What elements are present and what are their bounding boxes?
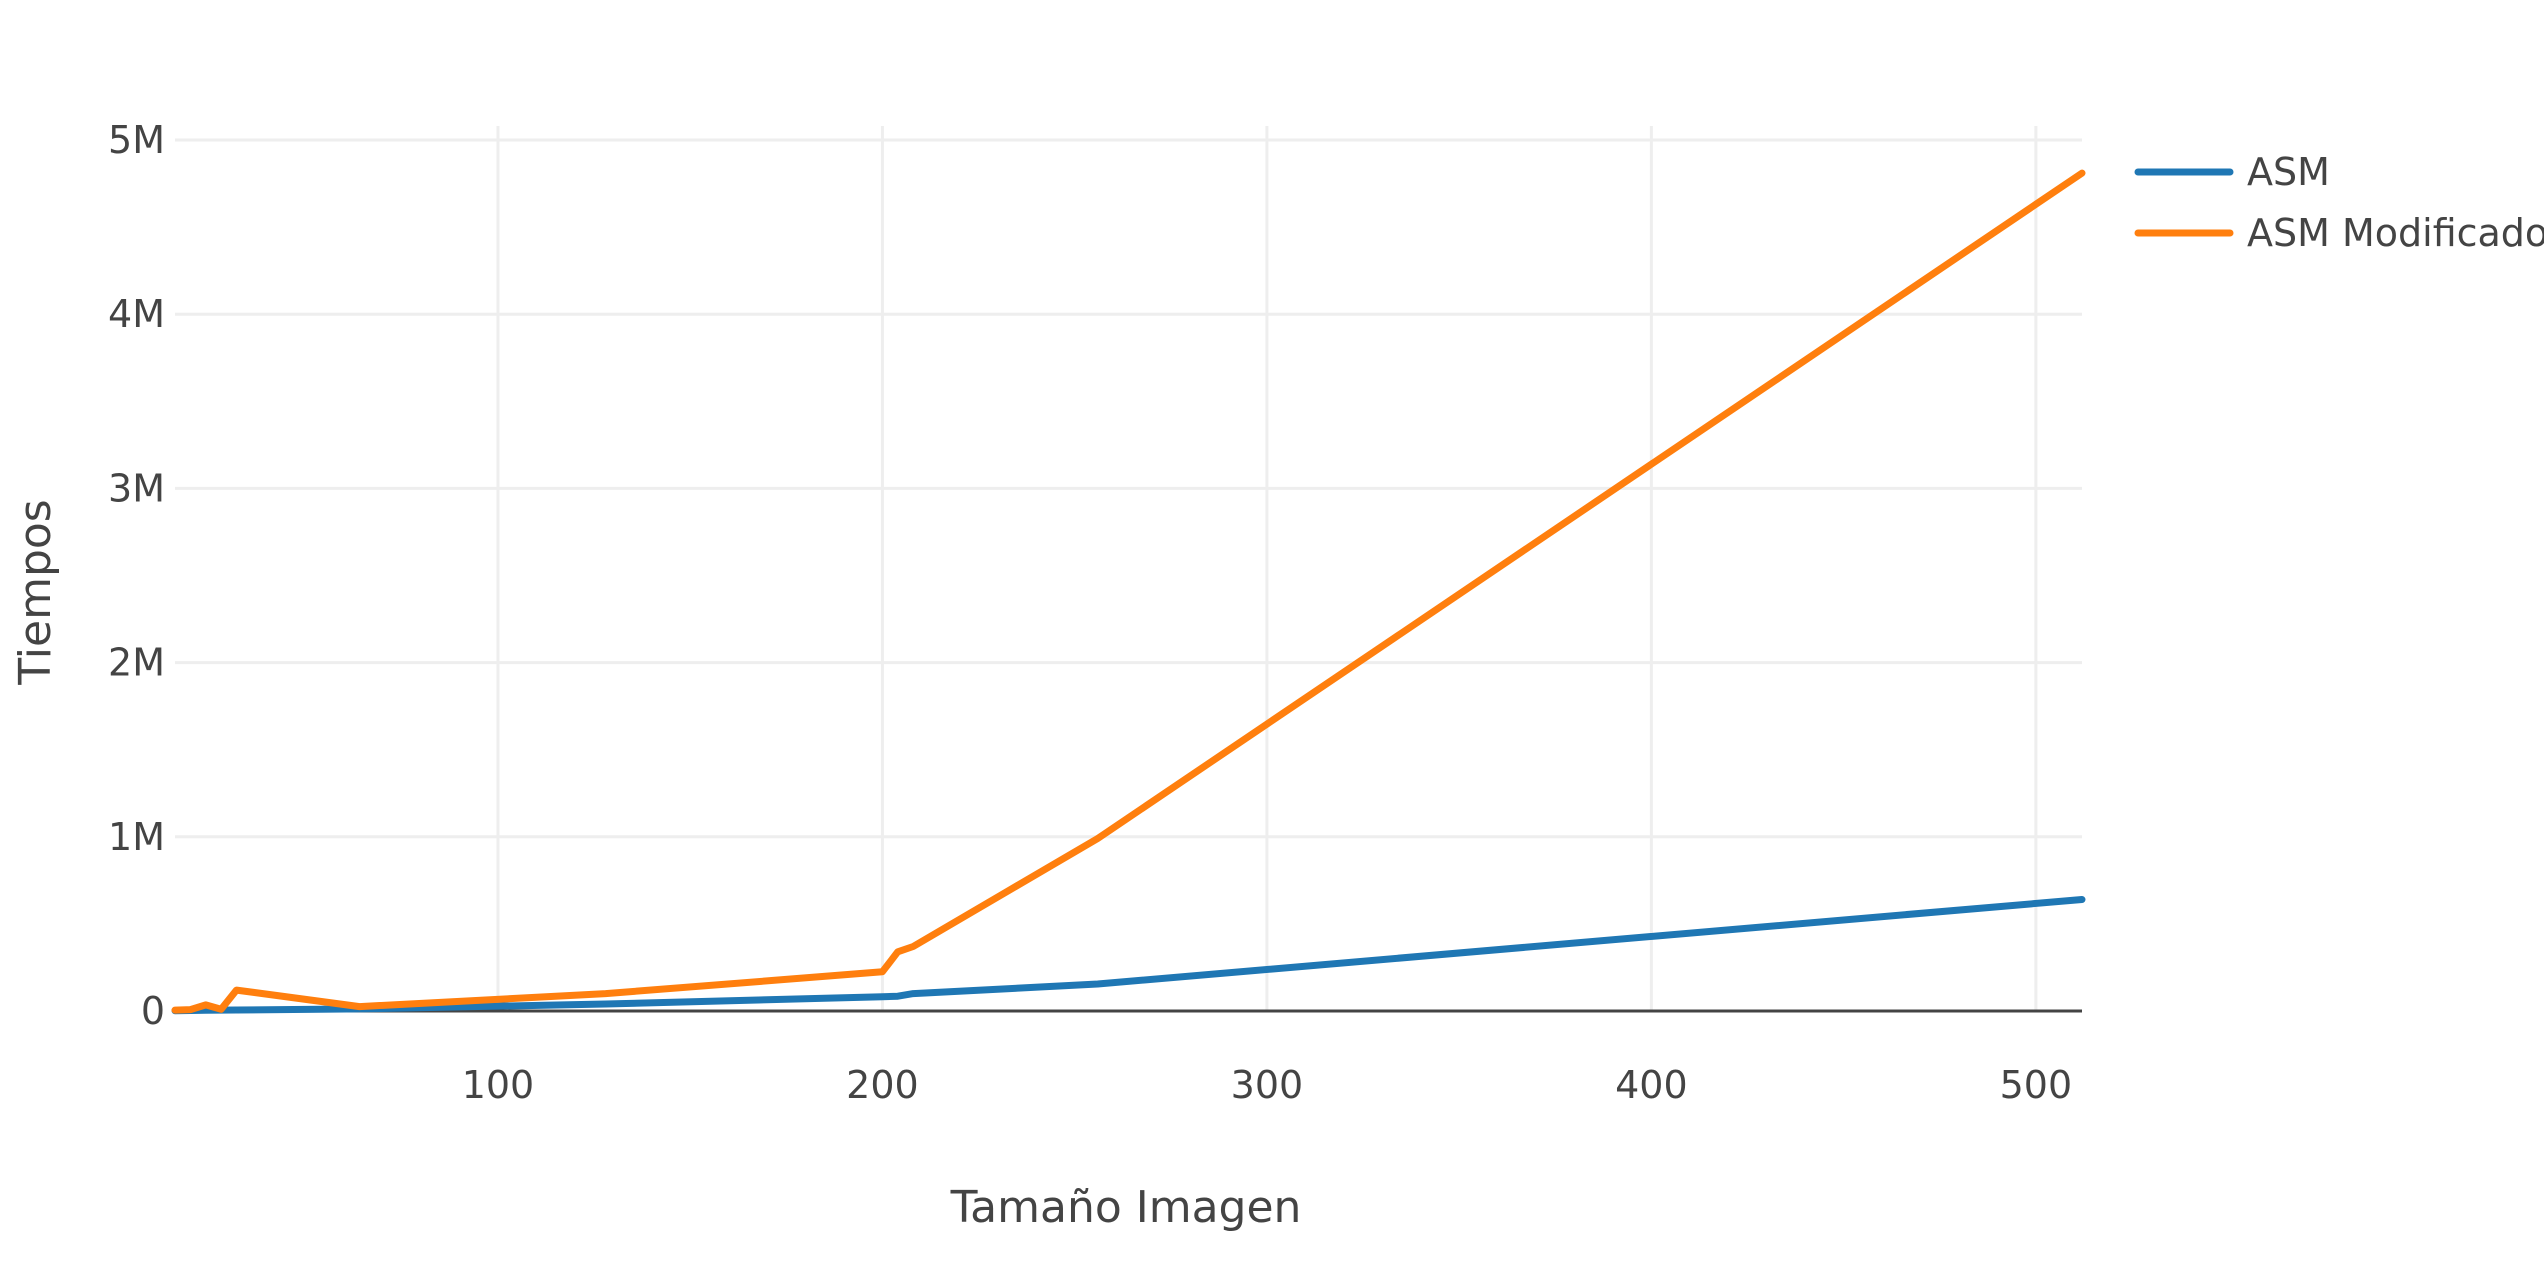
legend[interactable]: ASM ASM Modificado xyxy=(2134,150,2544,255)
x-axis-title: Tamaño Imagen xyxy=(950,1182,1302,1233)
x-tick-label: 400 xyxy=(1615,1063,1688,1107)
x-tick-label: 200 xyxy=(846,1063,919,1107)
x-tick-label: 100 xyxy=(462,1063,535,1107)
x-tick-labels: 100 200 300 400 500 xyxy=(462,1063,2072,1107)
x-tick-label: 500 xyxy=(2000,1063,2073,1107)
series-line-asm-modificado xyxy=(171,169,2086,1014)
y-tick-label: 2M xyxy=(108,641,165,685)
legend-item-asm[interactable]: ASM xyxy=(2134,150,2330,194)
x-tick-label: 300 xyxy=(1231,1063,1304,1107)
y-tick-label: 3M xyxy=(108,466,165,510)
legend-label: ASM xyxy=(2247,150,2330,194)
y-tick-label: 0 xyxy=(141,989,165,1033)
series-lines xyxy=(171,169,2086,1015)
legend-label: ASM Modificado xyxy=(2247,211,2544,255)
y-axis-title: Tiempos xyxy=(10,499,61,685)
y-tick-label: 5M xyxy=(108,118,165,162)
legend-item-asm-modificado[interactable]: ASM Modificado xyxy=(2134,211,2544,255)
y-tick-label: 1M xyxy=(108,815,165,859)
series-line-asm xyxy=(171,896,2086,1015)
grid-lines xyxy=(175,126,2082,1013)
y-tick-label: 4M xyxy=(108,292,165,336)
y-tick-labels: 0 1M 2M 3M 4M 5M xyxy=(108,118,165,1033)
